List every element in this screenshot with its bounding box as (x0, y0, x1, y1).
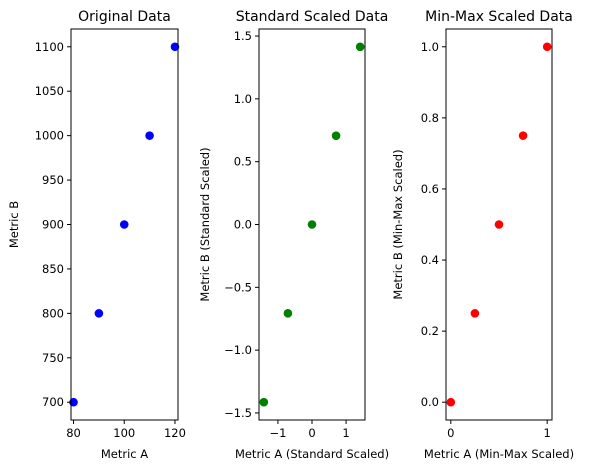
data-point (259, 397, 269, 407)
chart-title: Original Data (78, 9, 171, 25)
data-point (494, 220, 504, 229)
x-tick-label: 120 (164, 426, 186, 440)
chart-panel-3: 0 1 0.0 0.2 0.4 0.6 0.8 1.0 Min-Max Scaled Data M… (391, 9, 574, 461)
y-tick-label: 1.0 (421, 40, 439, 54)
x-tick-label: 1 (544, 426, 551, 440)
y-tick-label: 800 (42, 306, 64, 320)
y-tick-label: 0.0 (421, 395, 439, 409)
data-point (331, 131, 341, 140)
x-tick-label: 100 (113, 426, 135, 440)
y-axis-label: Metric B (7, 201, 21, 248)
data-point (355, 42, 365, 52)
data-point (283, 309, 293, 318)
data-point (446, 397, 456, 407)
data-point (94, 309, 104, 318)
y-tick-label: 0.8 (421, 111, 439, 125)
y-tick-label: 0.6 (421, 182, 439, 196)
chart-title: Standard Scaled Data (236, 9, 389, 25)
plot-frame (445, 28, 553, 421)
data-point (119, 220, 129, 229)
y-axis-label: Metric B (Min-Max Scaled) (391, 149, 405, 299)
y-tick-label: 0.2 (421, 324, 439, 338)
chart-panel-1: 80 100 120 700 750 800 850 900 950 1000 1050 1100 Or… (7, 9, 186, 461)
data-point (542, 42, 552, 52)
data-point (518, 131, 528, 140)
data-point (145, 131, 154, 140)
chart-title: Min-Max Scaled Data (425, 9, 573, 25)
y-tick-label: 900 (42, 218, 64, 232)
y-tick-label: 0.4 (421, 253, 439, 267)
x-tick-label: 0 (308, 426, 315, 440)
y-tick-label: −1.0 (224, 343, 252, 357)
x-axis-label: Metric A (Min-Max Scaled) (424, 447, 574, 461)
y-tick-label: 1.5 (234, 29, 252, 43)
x-tick-label: 80 (66, 426, 81, 440)
y-tick-label: −1.5 (224, 406, 252, 420)
y-tick-label: 700 (42, 395, 64, 409)
y-tick-label: 0.5 (234, 155, 252, 169)
y-tick-label: 950 (42, 173, 64, 187)
x-axis-label: Metric A (101, 447, 148, 461)
y-tick-label: 1100 (35, 40, 64, 54)
x-tick-label: −1 (269, 426, 286, 440)
y-tick-label: 0.0 (234, 218, 252, 232)
chart-panel-2: −1 0 1 −1.5 −1.0 −0.5 0.0 0.5 1.0 1.5 Standard Sca… (198, 9, 389, 461)
data-point (307, 220, 317, 229)
x-tick-label: 0 (447, 426, 454, 440)
x-axis-label: Metric A (Standard Scaled) (235, 447, 389, 461)
y-tick-label: 850 (42, 262, 64, 276)
y-tick-label: 1000 (35, 129, 64, 143)
data-point (470, 309, 480, 318)
y-tick-label: 1.0 (234, 92, 252, 106)
data-point (170, 42, 180, 52)
y-tick-label: 750 (42, 351, 64, 365)
x-tick-label: 1 (342, 426, 349, 440)
y-axis-label: Metric B (Standard Scaled) (198, 147, 212, 301)
y-tick-label: 1050 (35, 84, 64, 98)
y-tick-label: −0.5 (224, 280, 252, 294)
